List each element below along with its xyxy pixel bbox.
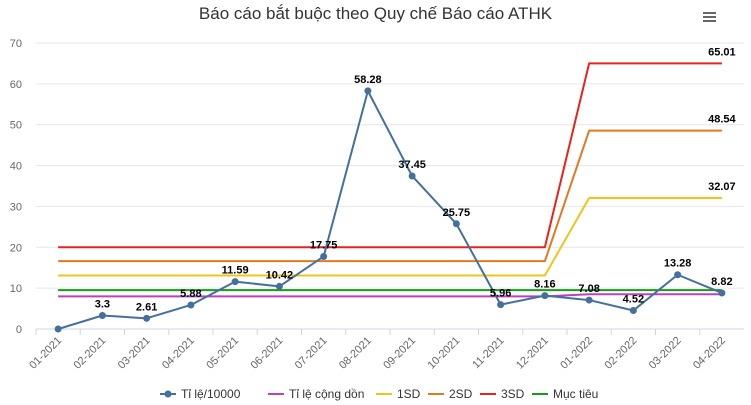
- data-label: 13.28: [664, 258, 692, 270]
- chart-title: Báo cáo bắt buộc theo Quy chế Báo cáo AT…: [198, 4, 553, 23]
- series-line: [58, 62, 722, 249]
- data-label: 8.82: [711, 276, 732, 288]
- x-tick-label: 02-2021: [71, 335, 108, 372]
- y-tick-label: 20: [10, 242, 22, 254]
- x-tick-label: 01-2022: [558, 335, 595, 372]
- legend-item[interactable]: 1SD: [376, 387, 421, 401]
- x-tick-label: 08-2021: [337, 335, 374, 372]
- y-tick-label: 50: [10, 120, 22, 132]
- data-label: 65.01: [708, 46, 736, 58]
- data-label: 37.45: [398, 159, 426, 171]
- x-tick-label: 12-2021: [514, 335, 551, 372]
- data-label: 17.75: [310, 239, 338, 251]
- x-tick-label: 04-2021: [160, 335, 197, 372]
- x-tick-label: 07-2021: [293, 335, 330, 372]
- series-line: [58, 196, 722, 277]
- x-tick-label: 02-2022: [602, 335, 639, 372]
- y-tick-label: 40: [10, 161, 22, 173]
- y-tick-label: 60: [10, 79, 22, 91]
- data-label: 48.54: [708, 114, 736, 126]
- x-tick-label: 09-2021: [381, 335, 418, 372]
- data-label: 4.52: [623, 294, 644, 306]
- x-tick-label: 04-2022: [691, 335, 728, 372]
- data-point: [674, 271, 682, 279]
- legend-label: Tỉ lệ/10000: [181, 387, 241, 401]
- data-label: 11.59: [222, 265, 249, 277]
- data-point: [629, 307, 637, 315]
- data-point: [54, 325, 62, 333]
- legend-label: 3SD: [501, 387, 525, 401]
- x-tick-label: 05-2021: [204, 335, 241, 372]
- data-label: 25.75: [443, 207, 471, 219]
- y-tick-label: 0: [16, 324, 22, 336]
- series-layer: [54, 62, 726, 333]
- data-point: [320, 252, 328, 260]
- legend-marker: [164, 390, 172, 398]
- hamburger-menu-icon[interactable]: [700, 6, 724, 28]
- data-label: 8.16: [534, 279, 555, 291]
- x-tick-label: 01-2021: [27, 335, 64, 372]
- data-label: 32.07: [708, 181, 736, 193]
- data-point: [187, 301, 195, 309]
- data-point: [718, 289, 726, 297]
- x-tick-label: 11-2021: [470, 335, 506, 371]
- x-tick-label: 10-2021: [425, 335, 462, 372]
- data-label: 10.42: [266, 269, 294, 281]
- data-point: [98, 312, 106, 320]
- data-point: [231, 278, 239, 286]
- legend-label: Tỉ lệ cộng dồn: [289, 387, 364, 401]
- data-label: 5.96: [490, 288, 511, 300]
- data-point: [275, 282, 283, 290]
- x-tick-label: 03-2022: [647, 335, 684, 372]
- data-label: 5.88: [180, 288, 201, 300]
- data-label: 3.3: [95, 299, 110, 311]
- y-tick-label: 30: [10, 201, 22, 213]
- x-tick-label: 03-2021: [116, 335, 153, 372]
- legend-item[interactable]: 2SD: [428, 387, 473, 401]
- legend-item[interactable]: Mục tiêu: [532, 387, 598, 401]
- legend-label: 2SD: [449, 387, 473, 401]
- legend-item[interactable]: 3SD: [480, 387, 525, 401]
- grid-layer: [36, 42, 744, 330]
- legend-label: 1SD: [397, 387, 421, 401]
- legend-item[interactable]: Tỉ lệ cộng dồn: [268, 387, 364, 401]
- data-point: [408, 172, 416, 180]
- series-line: [57, 89, 723, 330]
- data-label-layer: 3.3 2.61 5.88 11.59 10.42 17.75 58.28 37.45 25.7…: [95, 46, 737, 313]
- data-label: 7.08: [578, 283, 599, 295]
- data-point: [143, 314, 151, 322]
- legend-item[interactable]: Tỉ lệ/10000: [160, 387, 241, 401]
- data-point: [541, 292, 549, 300]
- data-point: [497, 301, 505, 309]
- series-line: [58, 293, 722, 298]
- data-label: 58.28: [354, 74, 382, 86]
- data-point: [452, 220, 460, 228]
- series-line: [58, 129, 722, 263]
- data-point: [585, 296, 593, 304]
- legend: Tỉ lệ/10000 Tỉ lệ cộng dồn 1SD 2SD 3SD Mục ti…: [160, 387, 598, 401]
- legend-label: Mục tiêu: [553, 387, 598, 401]
- y-tick-label: 70: [10, 38, 22, 50]
- y-tick-label: 10: [10, 283, 22, 295]
- data-point: [364, 87, 372, 95]
- data-label: 2.61: [136, 301, 157, 313]
- x-tick-label: 06-2021: [248, 335, 285, 372]
